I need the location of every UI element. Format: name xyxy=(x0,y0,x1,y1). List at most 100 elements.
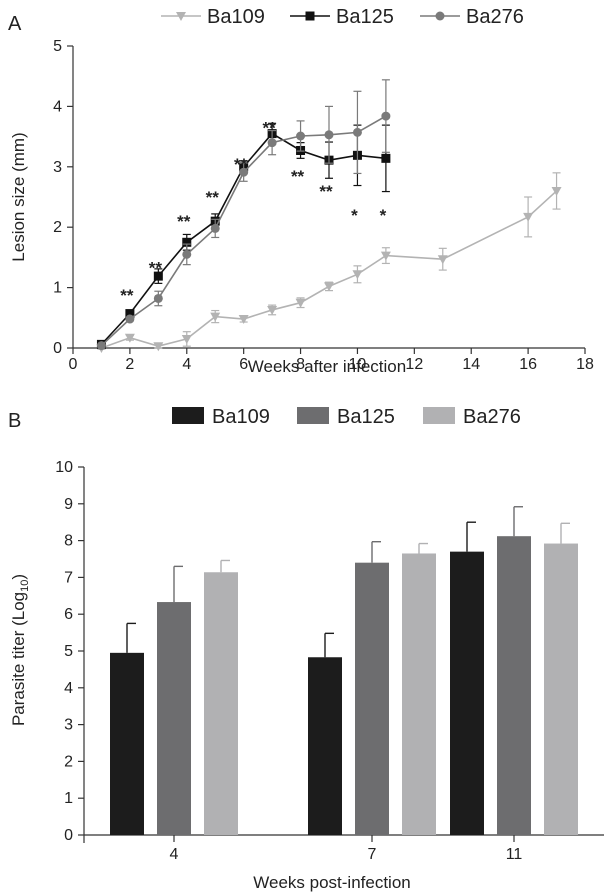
panel-b-y-tick-label: 6 xyxy=(64,606,73,623)
data-point xyxy=(324,130,334,140)
data-point xyxy=(380,251,391,261)
data-point xyxy=(523,212,534,222)
panel-a-x-tick-label: 12 xyxy=(405,356,423,373)
panel-a-x-tick-label: 14 xyxy=(462,356,480,373)
panel-b-y-tick-label: 5 xyxy=(64,643,73,660)
series-line-ba276 xyxy=(100,115,387,347)
data-point xyxy=(551,186,562,196)
panel-a-y-tick-label: 0 xyxy=(53,340,62,357)
significance-marker: ** xyxy=(177,212,191,231)
panel-a-y-axis-title: Lesion size (mm) xyxy=(9,132,28,261)
panel-a-y-tick-label: 3 xyxy=(53,159,62,176)
legend-label: Ba276 xyxy=(463,406,521,428)
panel-b-plot: 0 1 2 3 4 5 6 7 8 9 10 4 7 11 Ba109 Ba125 Ba276 xyxy=(55,406,604,863)
data-point xyxy=(352,270,363,280)
bar xyxy=(497,536,531,835)
data-point xyxy=(267,138,277,148)
legend-swatch xyxy=(172,407,204,424)
data-point xyxy=(352,127,362,137)
panel-b-y-axis-title-main: Parasite titer (Log xyxy=(9,592,28,726)
legend-label: Ba109 xyxy=(212,406,270,428)
significance-marker: ** xyxy=(319,182,333,201)
bar xyxy=(110,652,144,835)
panel-b-x-axis-title: Weeks post-infection xyxy=(253,873,410,892)
data-point xyxy=(153,293,163,303)
panel-b-y-tick-label: 4 xyxy=(64,680,73,697)
data-point xyxy=(267,305,278,315)
legend-marker xyxy=(305,11,315,21)
bar xyxy=(402,553,436,835)
panel-a-y-tick-label: 2 xyxy=(53,219,62,236)
panel-a-x-tick-label: 4 xyxy=(182,356,191,373)
panel-a-y-tick-label: 5 xyxy=(53,38,62,55)
series-ba125 xyxy=(157,506,531,835)
significance-marker: ** xyxy=(149,259,163,278)
data-point xyxy=(437,255,448,265)
panel-b-x-tick-label: 7 xyxy=(368,846,377,863)
panel-b-y-tick-label: 8 xyxy=(64,533,73,550)
panel-b-y-tick-label: 2 xyxy=(64,753,73,770)
panel-b-legend: Ba109 Ba125 Ba276 xyxy=(172,406,521,428)
significance-marker: * xyxy=(351,206,358,225)
panel-a-label: A xyxy=(8,13,22,35)
significance-marker: ** xyxy=(206,188,220,207)
panel-b-y-axis-title-subscript: 10 xyxy=(19,580,31,592)
legend-label: Ba125 xyxy=(336,6,394,28)
legend-marker xyxy=(435,11,445,21)
panel-b-y-tick-label: 3 xyxy=(64,717,73,734)
data-point xyxy=(295,298,306,308)
legend-label: Ba276 xyxy=(466,6,524,28)
panel-a-x-tick-label: 2 xyxy=(125,356,134,373)
bar xyxy=(355,562,389,835)
data-point xyxy=(125,309,135,319)
data-point xyxy=(381,111,391,121)
panel-a-y-tick-label: 4 xyxy=(53,98,62,115)
panel-a-x-tick-label: 10 xyxy=(349,356,367,373)
series-line-ba109 xyxy=(101,190,558,349)
data-point xyxy=(96,341,106,351)
legend-label: Ba125 xyxy=(337,406,395,428)
bar xyxy=(450,551,484,835)
panel-a-x-tick-label: 6 xyxy=(239,356,248,373)
significance-marker: * xyxy=(380,206,387,225)
legend-swatch xyxy=(423,407,455,424)
data-point xyxy=(381,153,391,163)
panel-b-x-tick-label: 4 xyxy=(170,846,179,863)
data-point xyxy=(210,312,221,322)
significance-marker: ** xyxy=(234,155,248,174)
panel-b-x-tick-label: 11 xyxy=(506,846,523,863)
significance-marker: ** xyxy=(291,167,305,186)
data-point xyxy=(153,342,164,352)
data-point xyxy=(296,131,306,141)
panel-a-legend: Ba109 Ba125 Ba276 xyxy=(161,6,524,28)
data-point xyxy=(239,167,249,177)
bar xyxy=(308,657,342,835)
bar xyxy=(204,572,238,835)
data-point xyxy=(238,315,249,325)
panel-b-y-tick-label: 1 xyxy=(64,790,73,807)
bar xyxy=(157,602,191,835)
panel-b-y-tick-label: 7 xyxy=(64,569,73,586)
legend-swatch xyxy=(297,407,329,424)
panel-b-y-axis-title: Parasite titer (Log10) xyxy=(9,574,31,726)
significance-marker: ** xyxy=(262,119,276,138)
data-point xyxy=(182,237,192,247)
panel-a-y-tick-label: 1 xyxy=(53,280,62,297)
data-point xyxy=(210,223,220,233)
data-point xyxy=(324,282,334,292)
data-point xyxy=(153,271,163,281)
bar xyxy=(544,543,578,835)
panel-b-y-tick-label: 10 xyxy=(55,459,73,476)
series-ba276 xyxy=(204,522,578,835)
panel-a-x-tick-label: 18 xyxy=(576,356,594,373)
data-point xyxy=(182,249,192,259)
data-point xyxy=(124,333,135,343)
panel-b-y-tick-label: 0 xyxy=(64,827,73,844)
series-ba276 xyxy=(96,79,391,351)
series-ba109 xyxy=(110,521,484,835)
panel-b-label: B xyxy=(8,410,21,432)
legend-marker xyxy=(176,12,186,21)
panel-b-y-tick-label: 9 xyxy=(64,496,73,513)
